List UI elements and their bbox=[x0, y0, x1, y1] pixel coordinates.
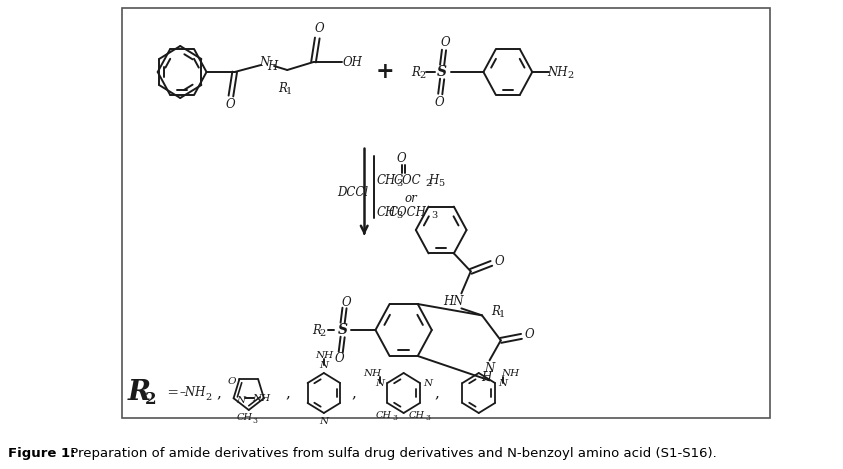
Text: R: R bbox=[127, 379, 151, 407]
Text: S: S bbox=[338, 323, 347, 337]
Bar bbox=[122, 8, 770, 418]
Text: COCH: COCH bbox=[389, 206, 427, 219]
Text: NH: NH bbox=[253, 394, 271, 403]
Text: R: R bbox=[278, 82, 287, 94]
Text: 3: 3 bbox=[432, 212, 438, 220]
Text: CH: CH bbox=[237, 414, 253, 423]
Text: NH: NH bbox=[314, 350, 333, 360]
Text: or: or bbox=[405, 191, 417, 204]
Text: O: O bbox=[524, 328, 534, 341]
Text: 2: 2 bbox=[144, 391, 156, 408]
Text: 2: 2 bbox=[205, 393, 212, 401]
Text: H: H bbox=[481, 371, 491, 384]
Text: N: N bbox=[498, 378, 507, 387]
Text: CH: CH bbox=[376, 410, 392, 419]
Text: O: O bbox=[228, 377, 236, 386]
Text: ,: , bbox=[434, 386, 439, 400]
Text: ,: , bbox=[217, 386, 221, 400]
Text: N: N bbox=[260, 56, 270, 69]
Text: 3: 3 bbox=[392, 414, 397, 422]
Text: CH: CH bbox=[408, 410, 424, 419]
Text: N: N bbox=[375, 378, 384, 387]
Text: =: = bbox=[163, 386, 179, 400]
Text: O: O bbox=[225, 98, 235, 112]
Text: CH: CH bbox=[376, 174, 395, 187]
Text: NH: NH bbox=[501, 369, 519, 378]
Text: 3: 3 bbox=[253, 417, 258, 425]
Text: ,: , bbox=[352, 386, 357, 400]
Text: R: R bbox=[312, 324, 321, 336]
Text: S: S bbox=[438, 65, 447, 79]
Text: 5: 5 bbox=[438, 179, 444, 188]
Text: 1: 1 bbox=[286, 86, 293, 96]
Text: 3: 3 bbox=[425, 414, 430, 422]
Text: COC: COC bbox=[394, 174, 422, 187]
Text: 1: 1 bbox=[498, 310, 505, 319]
Text: N: N bbox=[237, 396, 245, 405]
Text: R: R bbox=[411, 66, 421, 78]
Text: O: O bbox=[397, 151, 406, 165]
Text: H: H bbox=[267, 61, 277, 74]
Text: OH: OH bbox=[343, 55, 362, 68]
Text: O: O bbox=[440, 36, 450, 48]
Text: R: R bbox=[491, 305, 500, 318]
Text: 2: 2 bbox=[567, 71, 574, 81]
Text: NH: NH bbox=[363, 369, 381, 378]
Text: DCCl: DCCl bbox=[337, 187, 368, 199]
Text: O: O bbox=[334, 351, 344, 364]
Text: –NH: –NH bbox=[180, 386, 206, 400]
Text: 2: 2 bbox=[425, 179, 431, 188]
Text: +: + bbox=[375, 61, 395, 83]
Text: N: N bbox=[319, 416, 329, 425]
Text: 2: 2 bbox=[319, 330, 326, 339]
Text: N: N bbox=[423, 378, 432, 387]
Text: NH: NH bbox=[547, 66, 568, 78]
Text: Preparation of amide derivatives from sulfa drug derivatives and N-benzoyl amino: Preparation of amide derivatives from su… bbox=[66, 446, 717, 460]
Text: H: H bbox=[428, 174, 439, 187]
Text: O: O bbox=[314, 23, 324, 36]
Text: O: O bbox=[434, 97, 444, 109]
Text: CH: CH bbox=[376, 206, 395, 219]
Text: ,: , bbox=[286, 386, 291, 400]
Text: O: O bbox=[341, 295, 352, 309]
Text: 3: 3 bbox=[396, 179, 402, 188]
Text: O: O bbox=[494, 255, 504, 268]
Text: N: N bbox=[319, 361, 329, 370]
Text: 2: 2 bbox=[419, 71, 426, 81]
Text: 3: 3 bbox=[396, 212, 402, 220]
Text: Figure 1:: Figure 1: bbox=[8, 446, 75, 460]
Text: HN: HN bbox=[443, 295, 464, 308]
Text: N: N bbox=[485, 362, 495, 375]
